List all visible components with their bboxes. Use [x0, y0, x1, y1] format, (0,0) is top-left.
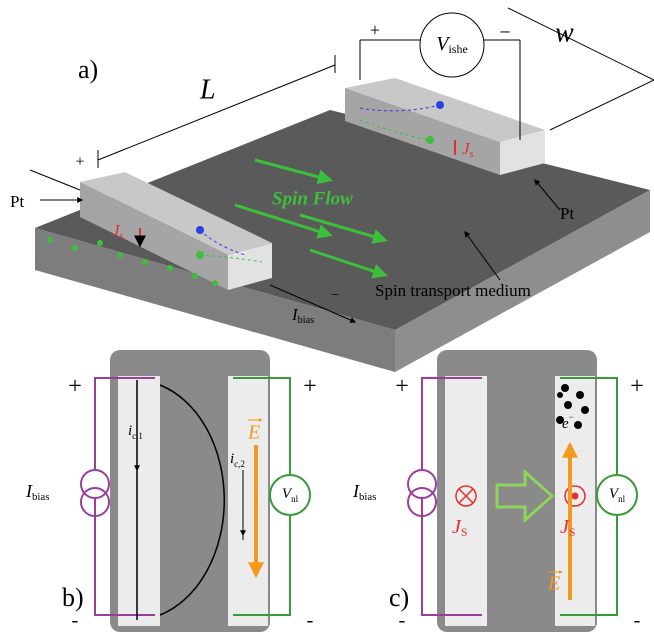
panel-label: b)	[62, 583, 84, 612]
panel-label: a)	[78, 55, 98, 84]
panel-c	[408, 350, 637, 632]
label-sub: S	[461, 525, 468, 539]
label-sub: c,1	[132, 431, 143, 441]
label-sub: s	[120, 231, 124, 242]
dimension-label: L	[199, 74, 216, 105]
spin-flow-label: Spin Flow	[272, 188, 353, 209]
label-sub: c,2	[234, 459, 245, 469]
label-sub: S	[569, 525, 576, 539]
label-sub: bias	[32, 491, 49, 503]
field-label: E	[547, 573, 560, 595]
panel-b	[81, 350, 310, 632]
polarity: +	[68, 374, 82, 400]
label-sub: nl	[618, 494, 626, 504]
polarity: +	[630, 374, 644, 400]
label-sub: s	[470, 149, 474, 160]
material-label: Pt	[10, 192, 24, 211]
label-sub: ishe	[448, 42, 467, 56]
field-label: E	[247, 422, 260, 444]
polarity: +	[395, 374, 409, 400]
medium-label: Spin transport medium	[375, 281, 531, 300]
polarity: +	[370, 20, 380, 40]
label-sub: bias	[298, 315, 314, 326]
polarity: -	[634, 610, 641, 632]
figure: a)LwVishe+−+−PtPtSpin FlowJsJsSpin trans…	[0, 0, 654, 638]
label-sup: −	[569, 412, 574, 422]
polarity: +	[75, 154, 84, 171]
polarity: −	[331, 288, 339, 303]
polarity: +	[303, 374, 317, 400]
polarity: -	[307, 610, 314, 632]
material-label: Pt	[560, 204, 574, 223]
dimension-label: w	[555, 17, 574, 48]
polarity: -	[399, 610, 406, 632]
slab	[35, 110, 650, 372]
current-label: Ibias	[25, 481, 49, 503]
label-sub: bias	[359, 491, 376, 503]
polarity: -	[72, 610, 79, 632]
label-sub: nl	[291, 494, 299, 504]
current-label: Ibias	[352, 481, 376, 503]
panel-label: c)	[389, 583, 409, 612]
polarity: −	[499, 22, 510, 44]
